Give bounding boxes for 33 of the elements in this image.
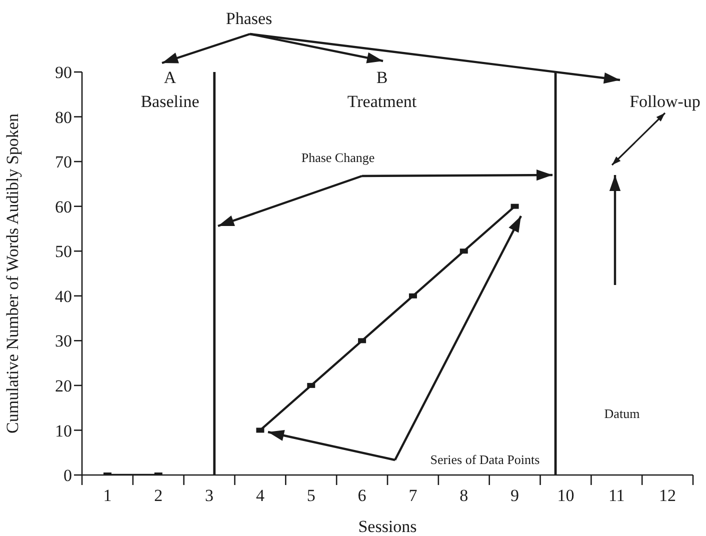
x-tick-label: 4	[256, 486, 265, 505]
x-tick-label: 10	[557, 486, 574, 505]
x-tick-label: 12	[659, 486, 676, 505]
annotation: Follow-up	[630, 92, 700, 111]
annotation: Treatment	[347, 92, 417, 111]
x-tick-label: 8	[460, 486, 468, 505]
y-tick-label: 70	[55, 152, 72, 172]
y-tick-label: 60	[55, 197, 72, 216]
x-tick-label: 3	[205, 486, 214, 505]
y-tick-label: 0	[64, 466, 72, 486]
y-tick-label: 50	[55, 242, 72, 262]
x-axis-title: Sessions	[358, 517, 417, 536]
x-tick-label: 5	[306, 486, 316, 505]
annotation: B	[376, 68, 388, 87]
annotation: Series of Data Points	[430, 452, 540, 467]
x-tick-label: 9	[510, 486, 520, 505]
annotation: Phase Change	[301, 150, 375, 165]
text: Phases	[226, 9, 272, 28]
annotation: Baseline	[140, 92, 200, 111]
y-tick-label: 30	[55, 332, 72, 351]
y-tick-label: 10	[55, 421, 72, 440]
y-axis-title: Cumulative Number of Words Audibly Spoken	[3, 113, 22, 434]
x-tick-label: 2	[154, 486, 163, 505]
x-tick-label: 6	[358, 486, 366, 505]
y-tick-label: 40	[55, 286, 72, 306]
x-tick-label: 11	[608, 486, 625, 505]
y-tick-label: 20	[55, 376, 72, 396]
y-tick-label: 90	[55, 63, 72, 82]
x-tick-label: 7	[408, 486, 418, 505]
y-tick-label: 80	[55, 108, 72, 127]
x-tick-label: 1	[103, 486, 112, 505]
annotation: Datum	[604, 406, 640, 421]
annotation: A	[164, 68, 177, 87]
